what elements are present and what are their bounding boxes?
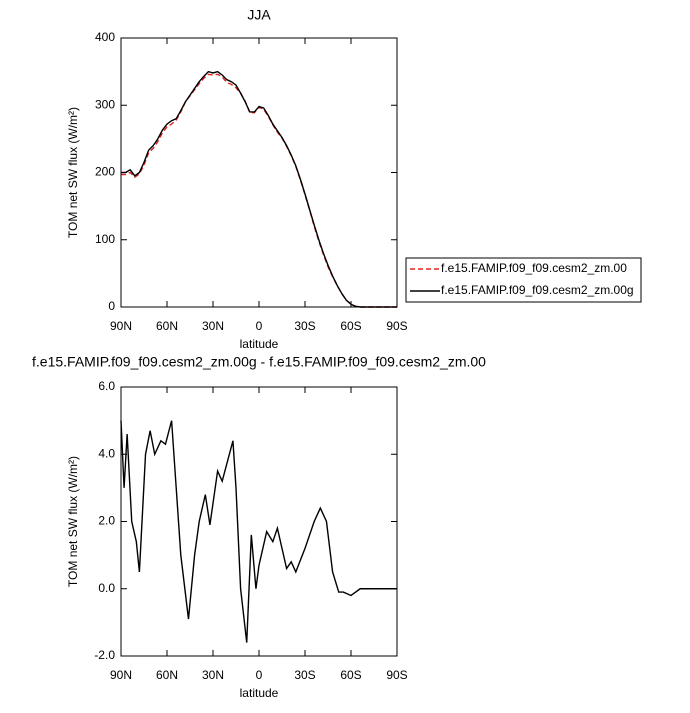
y-tick-label: 100 — [95, 232, 115, 246]
plot-frame — [120, 37, 398, 308]
x-tick-label: 60N — [156, 319, 178, 333]
x-tick-label: 30N — [202, 319, 224, 333]
legend-label: f.e15.FAMIP.f09_f09.cesm2_zm.00 — [441, 261, 627, 275]
x-tick-label: 90N — [110, 668, 132, 682]
y-tick-label: 200 — [95, 165, 115, 179]
y-tick-label: -2.0 — [94, 648, 115, 662]
y-tick-label: 0 — [108, 299, 115, 313]
plot-frame — [120, 386, 398, 657]
chart-title: JJA — [247, 7, 271, 23]
x-tick-label: 0 — [256, 668, 263, 682]
y-tick-label: 2.0 — [98, 514, 115, 528]
y-tick-label: 300 — [95, 97, 115, 111]
legend-label: f.e15.FAMIP.f09_f09.cesm2_zm.00g — [441, 283, 634, 297]
x-tick-label: 30N — [202, 668, 224, 682]
y-axis-label: TOM net SW flux (W/m²) — [66, 107, 80, 238]
x-tick-label: 60S — [340, 668, 361, 682]
data-line — [120, 420, 397, 643]
chart-title: f.e15.FAMIP.f09_f09.cesm2_zm.00g - f.e15… — [32, 354, 486, 370]
y-tick-label: 6.0 — [98, 379, 115, 393]
x-tick-label: 90S — [386, 319, 407, 333]
data-line — [121, 73, 397, 308]
x-tick-label: 90N — [110, 319, 132, 333]
x-tick-label: 30S — [294, 319, 315, 333]
x-tick-label: 60S — [340, 319, 361, 333]
y-tick-label: 0.0 — [98, 581, 115, 595]
x-tick-label: 0 — [256, 319, 263, 333]
legend-box — [405, 257, 642, 303]
x-tick-label: 30S — [294, 668, 315, 682]
y-tick-label: 400 — [95, 30, 115, 44]
y-tick-label: 4.0 — [98, 446, 115, 460]
data-line — [121, 70, 397, 308]
x-axis-label: latitude — [240, 337, 279, 351]
y-axis-label: TOM net SW flux (W/m²) — [66, 456, 80, 587]
x-tick-label: 90S — [386, 668, 407, 682]
x-axis-label: latitude — [240, 686, 279, 700]
x-tick-label: 60N — [156, 668, 178, 682]
